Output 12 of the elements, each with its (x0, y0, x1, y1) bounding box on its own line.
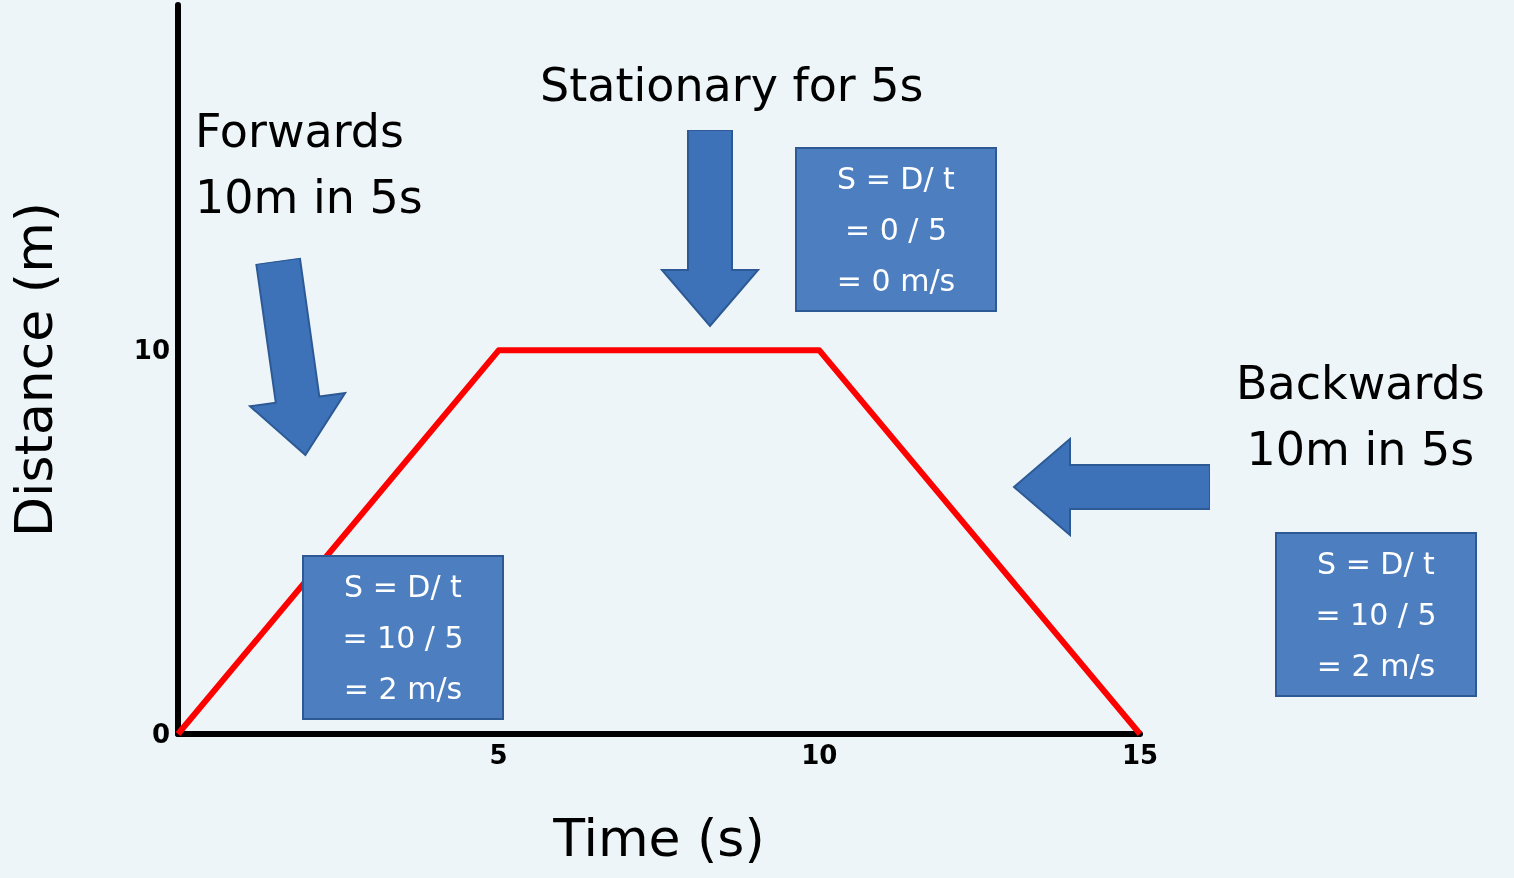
y-axis-title: Distance (m) (4, 201, 64, 538)
annotation: S = D/ t = 10 / 5 = 2 m/s (341, 568, 465, 708)
annotation: S = D/ t = 0 / 5 = 0 m/s (835, 160, 957, 300)
x-tick-label: 15 (1121, 740, 1159, 770)
x-axis-title: Time (s) (552, 808, 765, 868)
y-tick-label: 0 (151, 719, 170, 749)
annotation: Forwards 10m in 5s (195, 103, 423, 226)
annotation: Stationary for 5s (540, 57, 924, 114)
text: S = D/ t = 10 / 5 = 2 m/s (1314, 545, 1438, 685)
x-tick-label: 10 (801, 740, 838, 770)
x-tick-label: 5 (489, 740, 508, 770)
text: Backwards 10m in 5s (1236, 355, 1485, 478)
